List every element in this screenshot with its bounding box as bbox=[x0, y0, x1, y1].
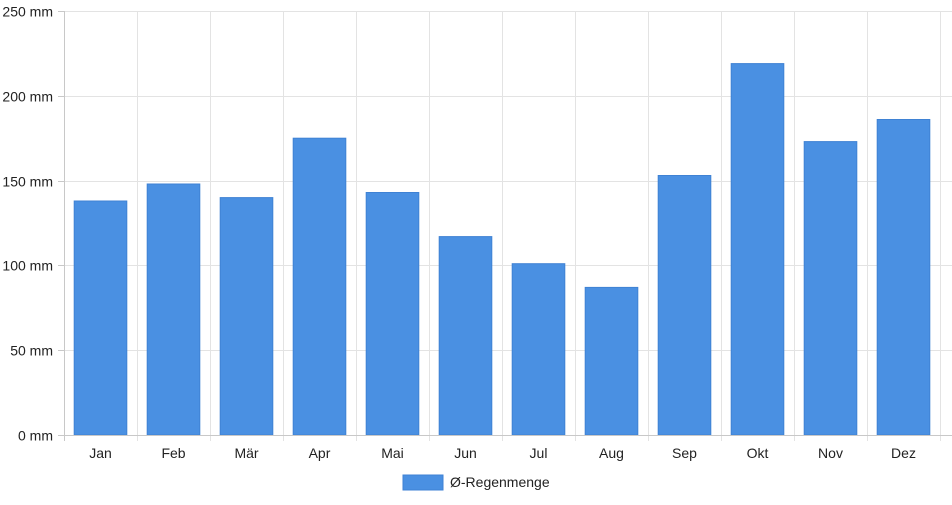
x-tick-label: Okt bbox=[747, 445, 769, 461]
x-tick-label: Mai bbox=[381, 445, 404, 461]
bar-aug bbox=[584, 286, 639, 436]
legend[interactable]: Ø-Regenmenge bbox=[402, 474, 550, 491]
y-tick-label: 0 mm bbox=[18, 428, 53, 444]
x-tick-label: Aug bbox=[599, 445, 624, 461]
x-tick-label: Jan bbox=[89, 445, 112, 461]
legend-label: Ø-Regenmenge bbox=[450, 474, 550, 490]
legend-swatch bbox=[402, 474, 444, 491]
x-tick-label: Dez bbox=[891, 445, 916, 461]
axes bbox=[58, 11, 952, 441]
y-axis-ticks: 0 mm 50 mm 100 mm 150 mm 200 mm 250 mm bbox=[2, 4, 64, 444]
y-tick-label: 250 mm bbox=[2, 4, 53, 20]
bar-jun bbox=[438, 236, 493, 436]
x-tick-label: Jul bbox=[530, 445, 548, 461]
x-tick-label: Feb bbox=[161, 445, 185, 461]
x-tick-label: Apr bbox=[309, 445, 331, 461]
bar-apr bbox=[292, 137, 347, 436]
bar-jan bbox=[73, 200, 128, 436]
bar-jul bbox=[511, 263, 566, 436]
bar-sep bbox=[657, 175, 712, 436]
bar-okt bbox=[730, 63, 785, 436]
y-tick-label: 100 mm bbox=[2, 258, 53, 274]
x-tick-label: Mär bbox=[234, 445, 258, 461]
y-tick-label: 150 mm bbox=[2, 174, 53, 190]
bar-mai bbox=[365, 192, 420, 436]
x-tick-label: Jun bbox=[454, 445, 477, 461]
y-tick-label: 200 mm bbox=[2, 89, 53, 105]
x-tick-label: Sep bbox=[672, 445, 697, 461]
bar-mär bbox=[219, 197, 274, 436]
y-tick-label: 50 mm bbox=[10, 343, 53, 359]
x-tick-label: Nov bbox=[818, 445, 843, 461]
bar-feb bbox=[146, 183, 201, 436]
bar-dez bbox=[876, 119, 931, 436]
bar-nov bbox=[803, 141, 858, 436]
bars bbox=[73, 63, 931, 436]
x-axis-ticks: Jan Feb Mär Apr Mai Jun Jul Aug Sep Okt Nov Dez bbox=[89, 445, 916, 461]
